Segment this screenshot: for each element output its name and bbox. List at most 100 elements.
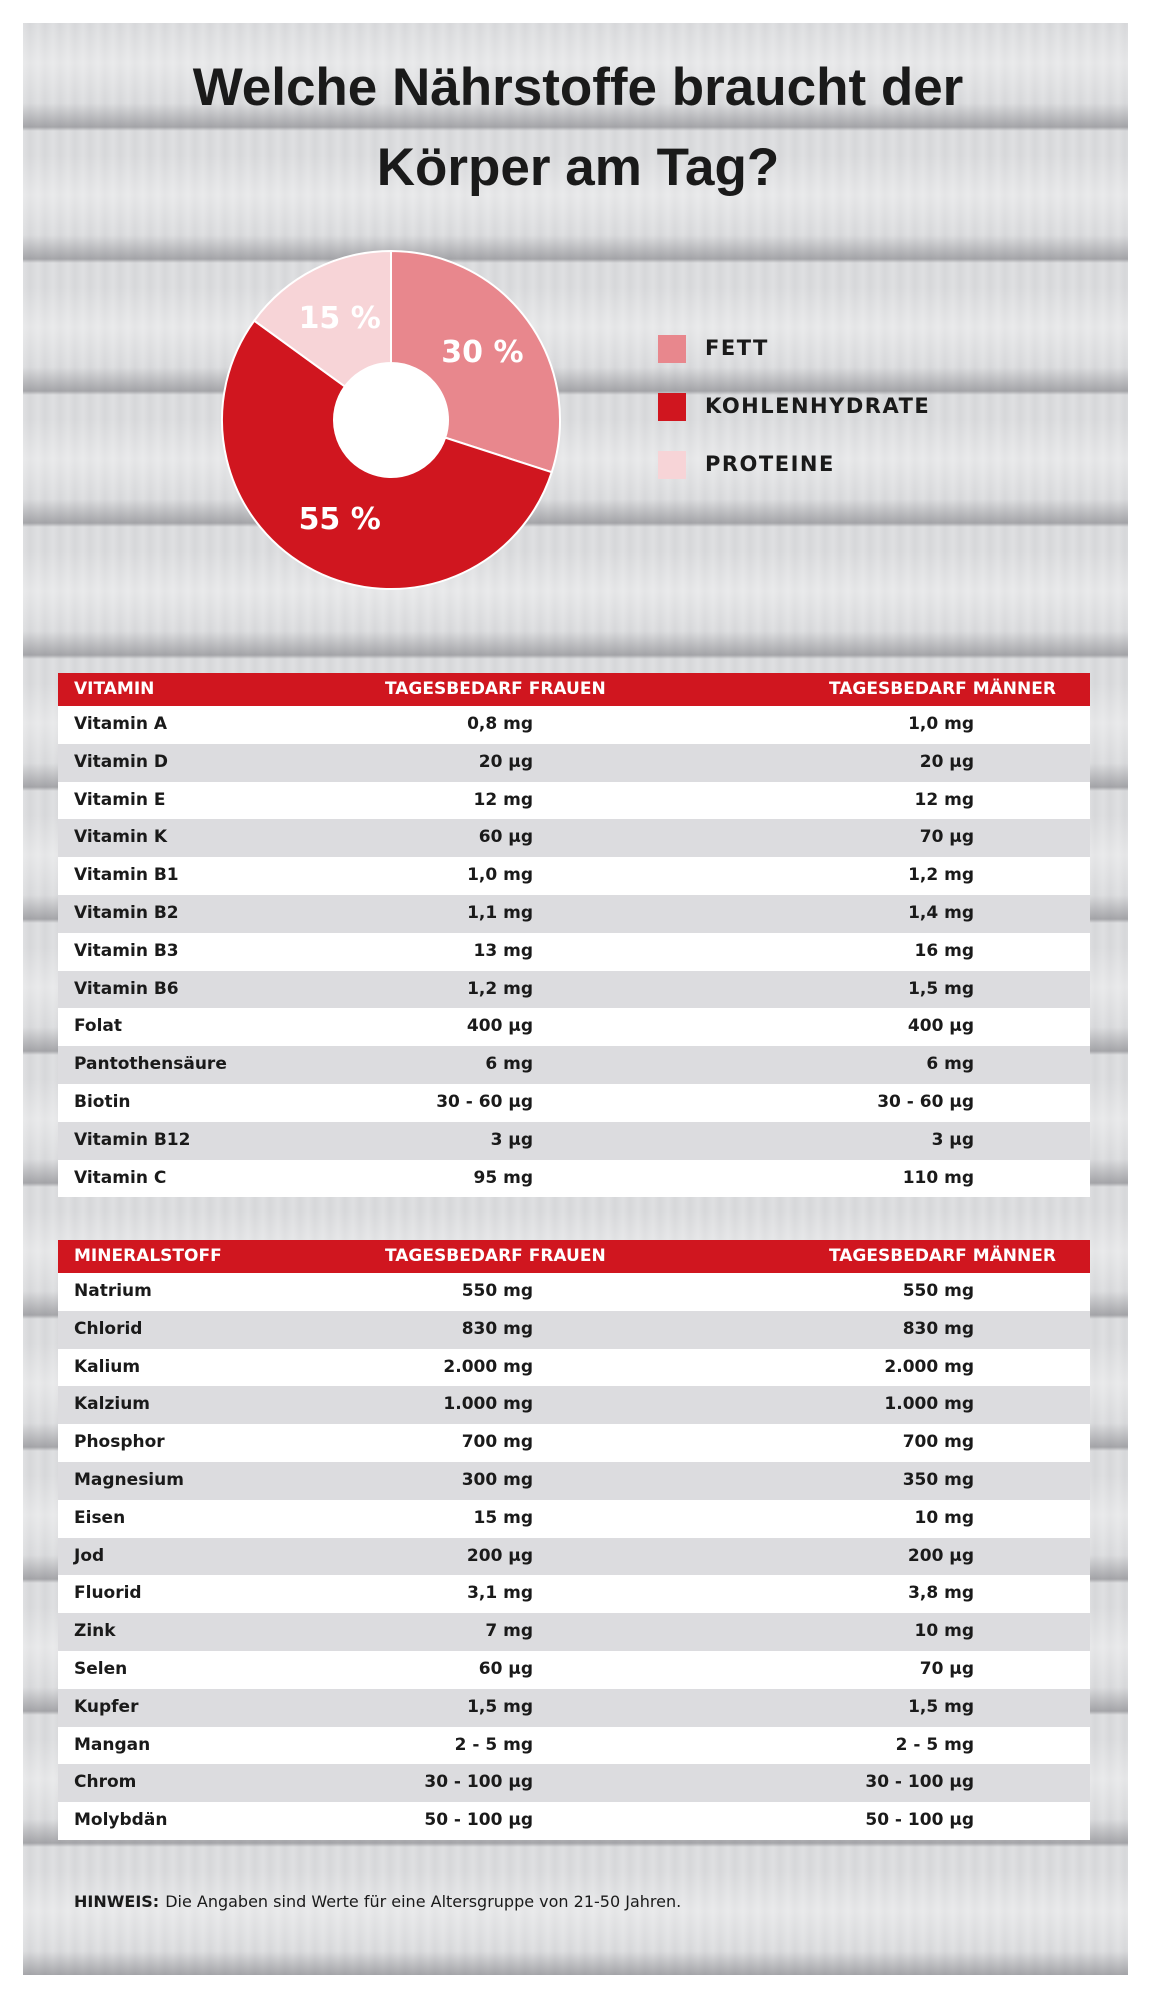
table-cell: 400 µg [907, 1016, 974, 1037]
table-cell: 6 mg [485, 1054, 533, 1075]
table-cell: Selen [74, 1658, 128, 1679]
table-row: Vitamin D 20 µg 20 µg [58, 743, 1090, 782]
table-cell: Zink [74, 1621, 116, 1642]
table-cell: Eisen [74, 1507, 126, 1528]
header-cell: MINERALSTOFF [74, 1246, 222, 1266]
table-cell: Mangan [74, 1734, 151, 1755]
table-cell: Vitamin B1 [74, 865, 179, 886]
table-cell: Chlorid [74, 1318, 143, 1339]
table-row: Chlorid 830 mg 830 mg [58, 1310, 1090, 1349]
table-row: Vitamin B2 1,1 mg 1,4 mg [58, 894, 1090, 933]
table-cell: 30 - 100 µg [424, 1772, 533, 1793]
table-row: Folat 400 µg 400 µg [58, 1008, 1090, 1047]
table-row: Kalium 2.000 mg 2.000 mg [58, 1348, 1090, 1387]
table-cell: Magnesium [74, 1469, 184, 1490]
table-cell: 1,5 mg [908, 1696, 974, 1717]
slice-label: 55 % [299, 502, 381, 537]
table-cell: 1,4 mg [908, 902, 974, 923]
header-cell: VITAMIN [74, 679, 155, 699]
table-cell: Vitamin E [74, 789, 166, 810]
table-cell: Natrium [74, 1281, 152, 1301]
table-cell: 300 mg [461, 1469, 533, 1490]
table-row: Phosphor 700 mg 700 mg [58, 1424, 1090, 1462]
mineral-table: MINERALSTOFF TAGESBEDARF FRAUEN TAGESBEDAR… [58, 1240, 1090, 1840]
slice-label: 15 % [299, 301, 381, 336]
table-cell: 1,5 mg [467, 1696, 533, 1717]
vitamin-table: VITAMIN TAGESBEDARF FRAUEN TAGESBEDARF MÄN… [58, 673, 1090, 1198]
table-cell: Fluorid [74, 1583, 142, 1604]
table-row: Magnesium 300 mg 350 mg [58, 1461, 1090, 1500]
table-header: MINERALSTOFF TAGESBEDARF FRAUEN TAGESBEDAR… [58, 1240, 1090, 1273]
table-cell: 15 mg [473, 1507, 533, 1528]
table-header: VITAMIN TAGESBEDARF FRAUEN TAGESBEDARF MÄN… [58, 673, 1090, 706]
table-cell: 830 mg [902, 1318, 974, 1339]
note-label: HINWEIS: [74, 1892, 160, 1911]
table-row: Vitamin B6 1,2 mg 1,5 mg [58, 970, 1090, 1009]
table-cell: Vitamin B3 [74, 940, 179, 961]
table-row: Natrium 550 mg 550 mg [58, 1273, 1090, 1311]
table-row: Vitamin B1 1,0 mg 1,2 mg [58, 857, 1090, 895]
table-row: Vitamin K 60 µg 70 µg [58, 819, 1090, 858]
table-cell: 20 µg [478, 751, 533, 772]
table-cell: Kupfer [74, 1696, 139, 1717]
table-cell: 30 - 100 µg [865, 1772, 974, 1793]
table-cell: 3 µg [931, 1129, 974, 1150]
legend-swatch [658, 451, 686, 479]
table-cell: 550 mg [461, 1281, 533, 1301]
table-cell: Folat [74, 1016, 123, 1037]
chart-title: Welche Nährstoffe braucht der Körper am … [192, 58, 964, 197]
slice-label: 30 % [441, 335, 523, 370]
legend-label: PROTEINE [705, 452, 835, 476]
table-cell: Kalium [74, 1356, 141, 1377]
table-cell: 7 mg [485, 1621, 533, 1642]
table-cell: 400 µg [466, 1016, 533, 1037]
note-text: Die Angaben sind Werte für eine Altersgr… [165, 1892, 682, 1911]
table-cell: 3 µg [490, 1129, 533, 1150]
legend-label: FETT [705, 336, 769, 360]
table-cell: Biotin [74, 1091, 131, 1112]
table-cell: 2 - 5 mg [454, 1734, 533, 1755]
table-cell: 700 mg [461, 1432, 533, 1453]
table-cell: 3,8 mg [908, 1583, 974, 1604]
table-cell: Vitamin D [74, 751, 168, 772]
table-cell: 700 mg [902, 1432, 974, 1453]
table-row: Selen 60 µg 70 µg [58, 1650, 1090, 1689]
table-cell: 1.000 mg [443, 1394, 533, 1415]
table-cell: 1,2 mg [467, 978, 533, 999]
header-cell: TAGESBEDARF FRAUEN [385, 1246, 606, 1266]
table-cell: Phosphor [74, 1432, 165, 1453]
table-row: Vitamin A 0,8 mg 1,0 mg [58, 706, 1090, 744]
table-row: Kupfer 1,5 mg 1,5 mg [58, 1688, 1090, 1727]
table-row: Vitamin E 12 mg 12 mg [58, 781, 1090, 820]
table-cell: 3,1 mg [467, 1583, 533, 1604]
table-cell: Molybdän [74, 1810, 168, 1831]
table-cell: 550 mg [902, 1281, 974, 1301]
table-row: Vitamin B12 3 µg 3 µg [58, 1121, 1090, 1160]
table-row: Vitamin B3 13 mg 16 mg [58, 932, 1090, 971]
table-cell: 12 mg [473, 789, 533, 810]
table-cell: 200 µg [907, 1545, 974, 1566]
table-row: Jod 200 µg 200 µg [58, 1537, 1090, 1576]
table-row: Eisen 15 mg 10 mg [58, 1499, 1090, 1538]
donut-hole [334, 363, 448, 477]
table-cell: 0,8 mg [467, 714, 533, 734]
table-cell: Kalzium [74, 1394, 151, 1415]
table-cell: 10 mg [914, 1621, 974, 1642]
table-cell: 10 mg [914, 1507, 974, 1528]
table-cell: 200 µg [466, 1545, 533, 1566]
table-cell: Vitamin C [74, 1167, 167, 1188]
table-cell: Vitamin B12 [74, 1129, 191, 1150]
table-cell: 20 µg [919, 751, 974, 772]
table-row: Mangan 2 - 5 mg 2 - 5 mg [58, 1726, 1090, 1765]
table-cell: 1,0 mg [467, 865, 533, 886]
table-cell: 50 - 100 µg [865, 1810, 974, 1831]
header-cell: TAGESBEDARF MÄNNER [829, 679, 1056, 699]
legend-label: KOHLENHYDRATE [705, 394, 930, 418]
table-row: Pantothensäure 6 mg 6 mg [58, 1046, 1090, 1084]
legend-swatch [658, 393, 686, 421]
table-row: Chrom 30 - 100 µg 30 - 100 µg [58, 1764, 1090, 1803]
table-cell: Vitamin B6 [74, 978, 179, 999]
table-cell: 1,5 mg [908, 978, 974, 999]
header-cell: TAGESBEDARF FRAUEN [385, 679, 606, 699]
